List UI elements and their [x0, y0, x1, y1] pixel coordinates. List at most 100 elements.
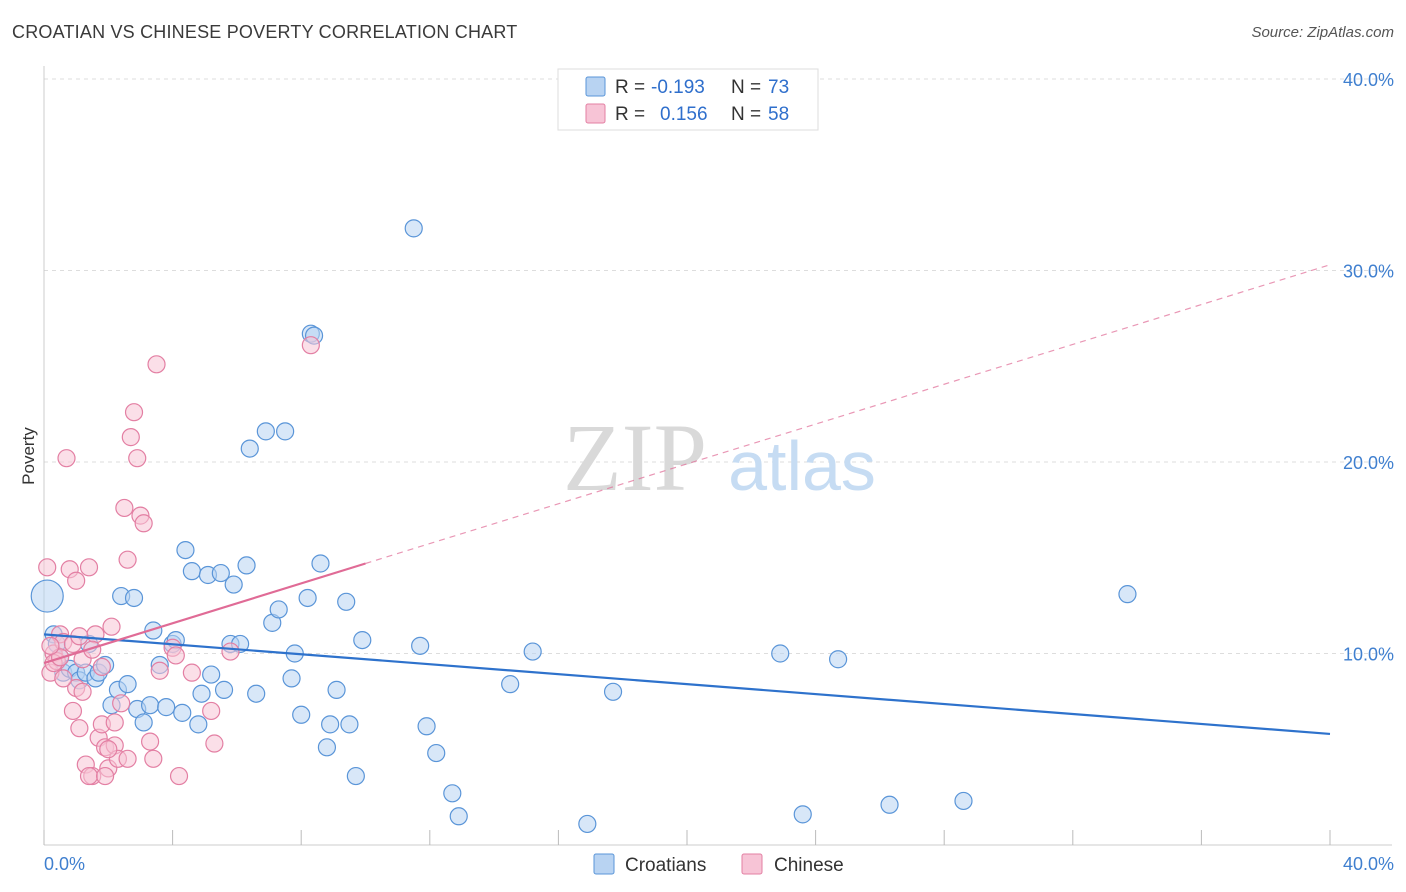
- point-croatians-21: [144, 621, 163, 640]
- point-chinese-37: [166, 646, 185, 665]
- data-points: [30, 219, 1137, 834]
- source-credit: Source: ZipAtlas.com: [1251, 24, 1394, 41]
- point-croatians-43: [269, 600, 288, 619]
- point-croatians-26: [173, 703, 192, 722]
- point-croatians-68: [603, 682, 623, 701]
- point-chinese-27: [121, 428, 140, 447]
- point-chinese-55: [118, 749, 137, 768]
- point-croatians-70: [793, 805, 812, 824]
- series-legend-croatians: Croatians: [625, 855, 706, 876]
- point-croatians-39: [240, 439, 259, 458]
- point-chinese-16: [86, 625, 105, 644]
- y-tick-label-2: 30.0%: [1343, 262, 1394, 282]
- point-croatians-19: [134, 713, 153, 732]
- point-chinese-32: [140, 732, 160, 751]
- point-chinese-41: [205, 734, 224, 753]
- point-croatians-48: [298, 588, 317, 608]
- point-chinese-6: [57, 449, 76, 468]
- point-croatians-20: [140, 696, 160, 715]
- y-tick-label-0: 10.0%: [1343, 645, 1394, 665]
- point-croatians-64: [449, 807, 468, 826]
- trend-line-croatians: [43, 633, 1331, 736]
- chart-title: CROATIAN VS CHINESE POVERTY CORRELATION …: [12, 22, 518, 42]
- series-legend-swatch-croatians: [593, 853, 615, 875]
- point-croatians-0: [30, 579, 64, 613]
- watermark-atlas: atlas: [728, 427, 876, 505]
- point-croatians-62: [427, 743, 446, 763]
- point-chinese-28: [124, 403, 144, 422]
- legend-r-croatians: -0.193: [651, 77, 705, 98]
- grid-lines: [44, 78, 1392, 654]
- trend-line-extension-chinese: [365, 264, 1331, 565]
- axes: [43, 66, 1392, 846]
- point-chinese-14: [79, 558, 99, 577]
- legend-r-chinese: 0.156: [660, 104, 708, 125]
- point-chinese-56: [41, 636, 60, 655]
- point-croatians-71: [829, 650, 848, 669]
- point-croatians-29: [189, 715, 208, 734]
- x-tick-label-max: 40.0%: [1343, 854, 1394, 874]
- point-chinese-24: [112, 694, 131, 713]
- point-chinese-38: [169, 766, 189, 786]
- point-croatians-45: [282, 669, 301, 688]
- point-chinese-21: [102, 617, 121, 636]
- point-chinese-25: [115, 498, 134, 518]
- point-croatians-32: [202, 665, 221, 684]
- point-croatians-67: [578, 814, 597, 834]
- point-chinese-57: [95, 766, 115, 786]
- point-croatians-66: [523, 642, 542, 661]
- point-chinese-33: [144, 749, 163, 768]
- point-croatians-28: [182, 562, 201, 581]
- x-tick-label-min: 0.0%: [44, 854, 85, 874]
- point-croatians-36: [224, 575, 243, 594]
- point-croatians-34: [214, 680, 234, 699]
- watermark: ZIP atlas: [563, 404, 876, 511]
- trend-line-chinese: [43, 562, 366, 665]
- tick-labels: 10.0% 20.0% 30.0% 40.0% 0.0% 40.0%: [44, 70, 1394, 874]
- point-croatians-51: [311, 554, 330, 573]
- point-chinese-50: [99, 740, 118, 759]
- point-chinese-29: [128, 449, 147, 468]
- legend-n-label-croatians: N =: [731, 77, 761, 98]
- legend-n-chinese: 58: [768, 104, 789, 125]
- point-chinese-49: [92, 657, 111, 677]
- point-chinese-0: [38, 558, 57, 577]
- point-croatians-59: [404, 219, 423, 238]
- point-croatians-69: [771, 644, 790, 663]
- point-croatians-40: [247, 684, 266, 703]
- point-chinese-31: [134, 514, 153, 533]
- point-chinese-26: [118, 550, 137, 569]
- legend-n-croatians: 73: [768, 77, 789, 98]
- point-chinese-43: [301, 336, 320, 355]
- point-croatians-63: [443, 784, 462, 803]
- trend-lines: [43, 264, 1331, 736]
- point-croatians-41: [256, 422, 275, 441]
- y-axis-title: Poverty: [19, 427, 38, 485]
- point-chinese-9: [67, 571, 86, 590]
- point-croatians-30: [192, 684, 211, 703]
- point-chinese-8: [63, 701, 83, 721]
- point-croatians-61: [417, 717, 436, 736]
- point-croatians-16: [118, 675, 137, 694]
- point-chinese-34: [147, 355, 166, 374]
- point-chinese-39: [182, 663, 201, 682]
- point-croatians-54: [327, 680, 346, 699]
- point-croatians-27: [176, 540, 195, 560]
- point-croatians-56: [340, 715, 359, 734]
- watermark-zip: ZIP: [563, 404, 707, 511]
- point-croatians-74: [1118, 585, 1137, 604]
- series-legend: Croatians Chinese: [593, 853, 844, 876]
- point-croatians-60: [411, 636, 430, 655]
- point-chinese-11: [70, 719, 89, 738]
- point-chinese-51: [105, 713, 124, 732]
- legend-r-label-chinese: R =: [615, 104, 645, 125]
- point-chinese-35: [150, 661, 169, 680]
- point-croatians-23: [157, 698, 176, 717]
- point-croatians-73: [954, 791, 973, 811]
- point-croatians-55: [337, 592, 356, 611]
- point-chinese-53: [54, 669, 73, 688]
- point-chinese-42: [221, 642, 240, 661]
- point-croatians-38: [237, 556, 256, 575]
- legend-swatch-chinese: [585, 103, 606, 124]
